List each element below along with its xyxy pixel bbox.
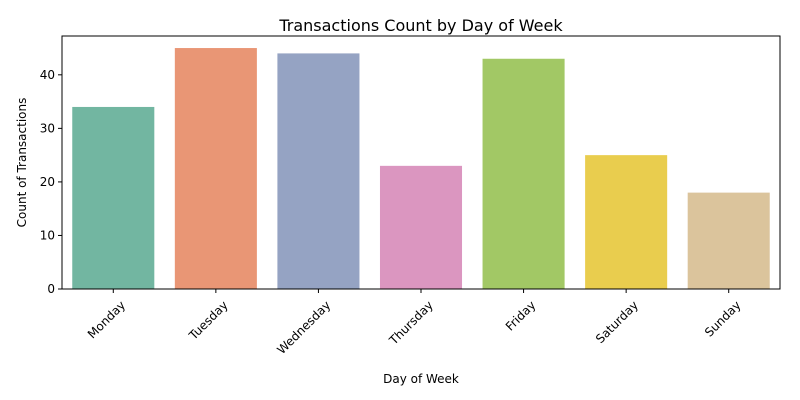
plot-frame <box>61 35 781 290</box>
y-tick-label: 20 <box>40 175 55 189</box>
x-axis-ticks: Monday Tuesday Wednesday Thursday Friday Satu… <box>85 289 744 357</box>
bars-group <box>72 48 770 290</box>
y-tick-label: 0 <box>47 282 55 296</box>
bar-saturday <box>585 155 668 289</box>
bar-tuesday <box>174 48 257 289</box>
y-tick-label: 30 <box>40 121 55 135</box>
bar-monday <box>72 106 155 290</box>
chart-title: Transactions Count by Day of Week <box>278 16 563 35</box>
y-tick-label: 10 <box>40 228 55 242</box>
x-tick-label: Friday <box>503 298 539 334</box>
y-axis-ticks: 0 10 20 30 40 <box>40 68 62 296</box>
x-tick-label: Wednesday <box>274 298 333 357</box>
bar-thursday <box>379 165 463 289</box>
y-tick-label: 40 <box>40 68 55 82</box>
x-tick-label: Sunday <box>702 298 744 340</box>
bar-friday <box>482 58 565 289</box>
x-axis-label: Day of Week <box>383 372 459 386</box>
bar-sunday <box>687 192 770 289</box>
x-tick-label: Thursday <box>386 298 436 348</box>
bar-wednesday <box>277 53 360 289</box>
y-axis-label: Count of Transactions <box>15 98 29 228</box>
x-tick-label: Monday <box>85 298 128 341</box>
x-tick-label: Saturday <box>593 298 641 346</box>
x-tick-label: Tuesday <box>186 298 231 343</box>
